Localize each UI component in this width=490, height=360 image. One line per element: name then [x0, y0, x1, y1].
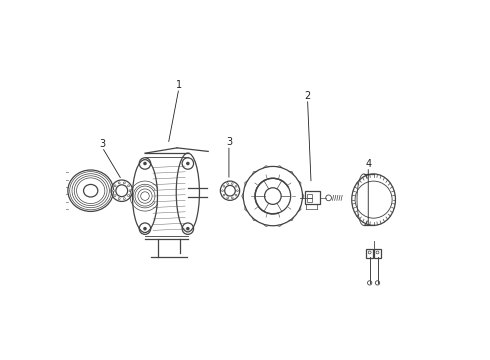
Circle shape [231, 183, 233, 184]
Circle shape [113, 190, 115, 192]
Circle shape [123, 182, 125, 184]
Text: 4: 4 [365, 159, 371, 169]
Circle shape [127, 185, 129, 187]
Circle shape [118, 198, 120, 199]
Circle shape [231, 197, 233, 199]
Text: 2: 2 [304, 91, 311, 101]
Circle shape [114, 195, 116, 197]
Circle shape [186, 162, 190, 165]
Text: 3: 3 [226, 138, 232, 148]
Circle shape [221, 190, 223, 192]
Circle shape [223, 194, 225, 196]
Text: 3: 3 [99, 139, 105, 149]
Circle shape [223, 185, 225, 187]
Circle shape [127, 195, 129, 197]
Circle shape [123, 198, 125, 199]
Circle shape [143, 227, 147, 230]
Circle shape [129, 190, 131, 192]
Circle shape [235, 194, 237, 196]
Circle shape [227, 183, 228, 184]
Circle shape [118, 182, 120, 184]
Circle shape [114, 185, 116, 187]
Circle shape [237, 190, 238, 192]
Circle shape [227, 197, 228, 199]
Circle shape [186, 227, 190, 230]
Text: 1: 1 [176, 80, 182, 90]
Circle shape [143, 162, 147, 165]
Circle shape [235, 185, 237, 187]
